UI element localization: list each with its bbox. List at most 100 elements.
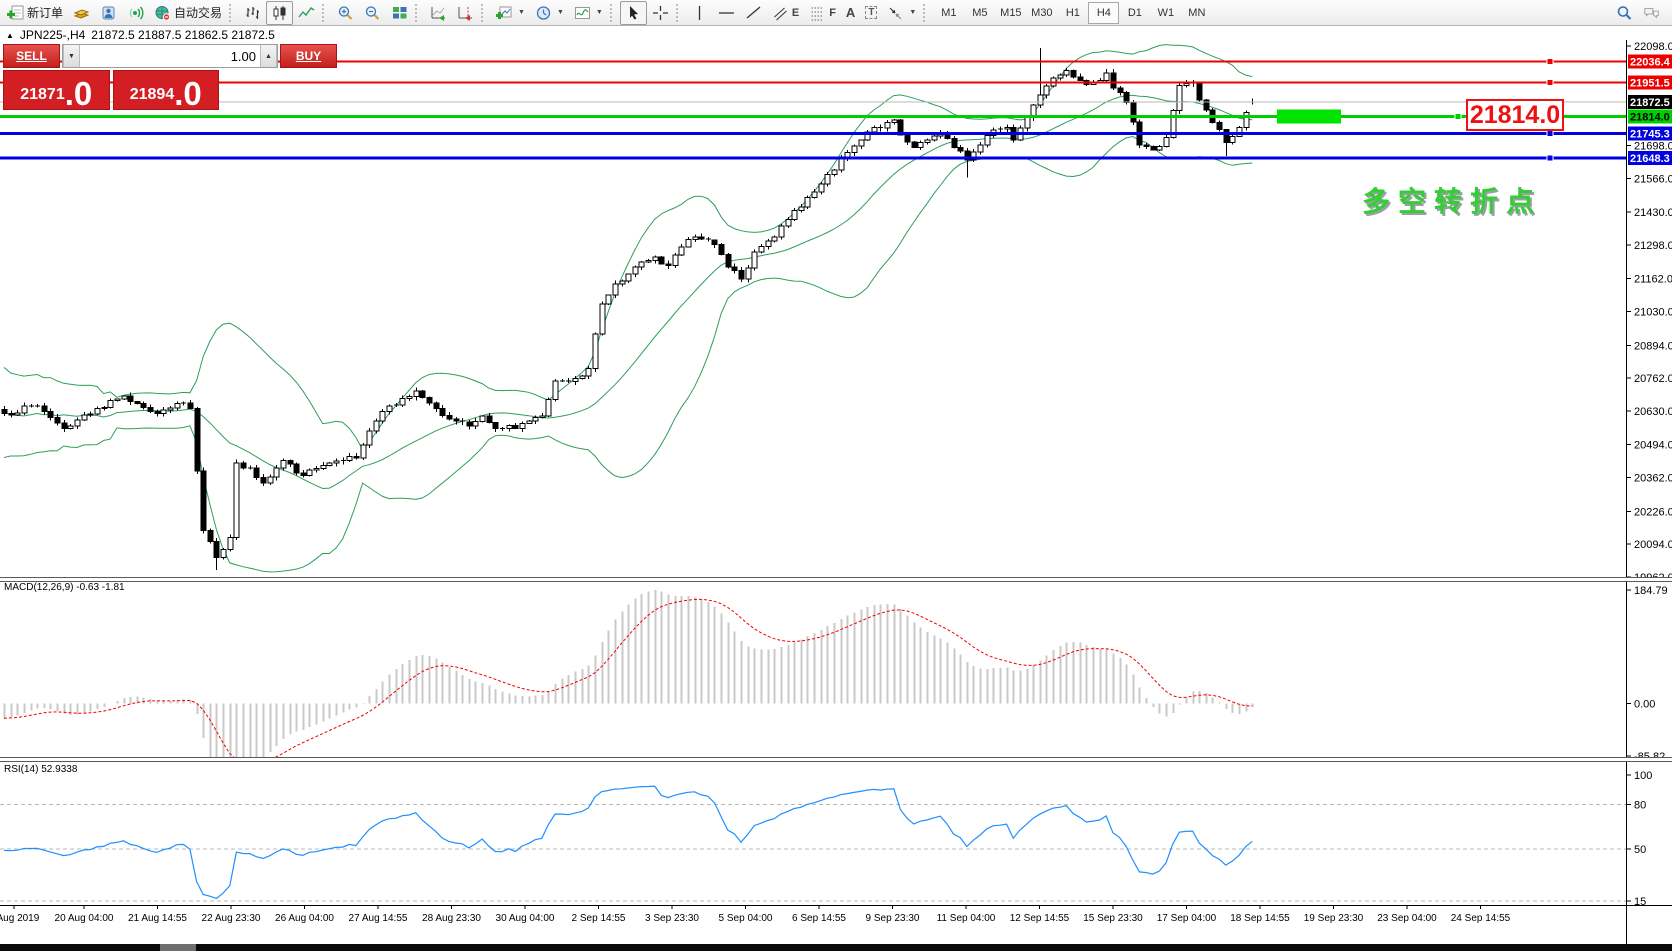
trendline-button[interactable] xyxy=(740,1,767,25)
tf-h1-button[interactable]: H1 xyxy=(1065,6,1080,19)
svg-text:80: 80 xyxy=(1634,800,1646,812)
tile-windows-button[interactable] xyxy=(386,1,413,25)
new-order-label: 新订单 xyxy=(27,6,64,20)
svg-text:5 Sep 04:00: 5 Sep 04:00 xyxy=(719,913,773,924)
new-order-icon xyxy=(7,5,24,19)
indicator-wave-icon xyxy=(574,6,590,19)
candlestick-chart-button[interactable] xyxy=(266,0,294,25)
volume-input[interactable] xyxy=(80,45,260,67)
rsi-pane[interactable]: 100 80 50 15 xyxy=(0,762,1672,905)
buy-price-frac: .0 xyxy=(174,74,202,112)
svg-text:26 Aug 04:00: 26 Aug 04:00 xyxy=(275,913,334,924)
zoom-in-icon xyxy=(338,5,353,20)
zoom-in-button[interactable] xyxy=(332,1,359,25)
buy-button[interactable]: BUY xyxy=(280,44,337,68)
svg-text:12 Sep 14:55: 12 Sep 14:55 xyxy=(1010,913,1070,924)
auto-scroll-button[interactable] xyxy=(425,1,452,25)
tf-m1-button[interactable]: M1 xyxy=(941,6,957,19)
svg-text:20362.0: 20362.0 xyxy=(1634,473,1672,485)
svg-text:0.00: 0.00 xyxy=(1634,698,1655,710)
auto-scroll-icon xyxy=(431,6,446,21)
cursor-button[interactable] xyxy=(619,0,647,25)
chat-icon[interactable] xyxy=(1643,5,1660,21)
svg-text:22098.0: 22098.0 xyxy=(1634,41,1672,53)
equidistant-channel-icon xyxy=(774,7,787,20)
signal-icon xyxy=(129,6,144,19)
volume-increase-button[interactable]: ▲ xyxy=(260,45,277,67)
pane-separator[interactable] xyxy=(0,577,1672,582)
svg-text:17 Sep 04:00: 17 Sep 04:00 xyxy=(1157,913,1217,924)
buy-price-display[interactable]: 21894 .0 xyxy=(112,70,219,112)
date-axis-labels: 8 Aug 2019 20 Aug 04:00 21 Aug 14:55 22 Aug… xyxy=(0,905,1672,944)
tf-m15-button[interactable]: M15 xyxy=(1000,6,1022,19)
svg-text:20094.0: 20094.0 xyxy=(1634,539,1672,551)
macd-histogram xyxy=(3,590,1254,757)
collapse-triangle-icon[interactable]: ▲ xyxy=(6,30,14,40)
book-button[interactable] xyxy=(68,1,95,25)
turning-point-annotation[interactable]: 多空转折点 xyxy=(1362,186,1543,217)
new-chart-button[interactable]: ▼ xyxy=(491,1,530,25)
tf-m30-button[interactable]: M30 xyxy=(1031,6,1053,19)
tf-h4-button[interactable]: H4 xyxy=(1088,1,1120,24)
equidistant-channel-button[interactable]: E xyxy=(767,1,804,25)
tf-mn-button[interactable]: MN xyxy=(1188,6,1206,19)
zoom-out-button[interactable] xyxy=(359,1,386,25)
tf-d1-button[interactable]: D1 xyxy=(1127,6,1142,19)
svg-text:30 Aug 04:00: 30 Aug 04:00 xyxy=(496,913,555,924)
macd-pane[interactable]: 184.79 0.00 -85.82 xyxy=(0,581,1672,757)
horizontal-line-button[interactable] xyxy=(713,1,740,25)
sell-button[interactable]: SELL xyxy=(3,44,60,68)
chart-shift-button[interactable] xyxy=(452,1,479,25)
price-level-lines xyxy=(0,57,1626,162)
new-order-button[interactable]: 新订单 xyxy=(2,1,68,25)
text-label-button[interactable]: T xyxy=(860,1,882,25)
svg-text:27 Aug 14:55: 27 Aug 14:55 xyxy=(349,913,408,924)
svg-text:11 Sep 04:00: 11 Sep 04:00 xyxy=(937,913,996,924)
bottom-edge-strip xyxy=(0,944,1672,951)
svg-text:-85.82: -85.82 xyxy=(1634,751,1665,757)
text-button[interactable]: A xyxy=(841,1,860,25)
signal-button[interactable] xyxy=(122,1,149,25)
svg-text:21745.3: 21745.3 xyxy=(1630,129,1670,141)
chevron-down-icon: ▼ xyxy=(518,9,525,16)
crosshair-button[interactable] xyxy=(647,1,674,25)
tile-windows-icon xyxy=(393,6,407,18)
tf-m5-button[interactable]: M5 xyxy=(972,6,988,19)
toolbar-separator xyxy=(415,3,421,22)
svg-text:6 Sep 14:55: 6 Sep 14:55 xyxy=(792,913,846,924)
sell-price-display[interactable]: 21871 .0 xyxy=(3,70,110,110)
line-chart-icon xyxy=(298,6,315,17)
date-axis[interactable]: 8 Aug 2019 20 Aug 04:00 21 Aug 14:55 22 Aug… xyxy=(0,905,1672,944)
toolbar-right-group xyxy=(1616,5,1670,21)
vertical-line-button[interactable] xyxy=(686,1,713,25)
text-label-icon: T xyxy=(865,6,878,19)
tf-w1-button[interactable]: W1 xyxy=(1157,6,1175,19)
profile-button[interactable] xyxy=(95,1,122,25)
search-icon[interactable] xyxy=(1616,5,1633,21)
horizontal-line-icon xyxy=(718,11,734,14)
price-annotation-box[interactable]: 21814.0 xyxy=(1466,99,1564,131)
indicators-button[interactable]: ▼ xyxy=(569,1,608,25)
chevron-down-icon: ▼ xyxy=(556,9,564,16)
svg-text:21162.0: 21162.0 xyxy=(1634,274,1672,286)
bar-chart-button[interactable] xyxy=(239,1,266,25)
shapes-button[interactable]: ▼ xyxy=(882,1,921,25)
line-chart-button[interactable] xyxy=(293,1,320,25)
profiles-button[interactable]: ▼ xyxy=(530,1,569,25)
volume-decrease-button[interactable]: ▼ xyxy=(63,45,80,67)
autotrading-button[interactable]: 自动交易 xyxy=(149,1,227,25)
sell-price-frac: .0 xyxy=(64,74,93,112)
chart-symbol-timeframe: JPN225-,H4 xyxy=(19,28,86,42)
svg-text:21030.0: 21030.0 xyxy=(1634,307,1672,319)
bollinger-bands xyxy=(3,44,1253,573)
svg-text:21430.0: 21430.0 xyxy=(1634,207,1672,219)
chart-title: ▲ JPN225-,H4 21872.5 21887.5 21862.5 218… xyxy=(6,28,275,42)
svg-text:21814.0: 21814.0 xyxy=(1630,112,1670,124)
svg-text:22 Aug 23:30: 22 Aug 23:30 xyxy=(202,913,261,924)
chevron-down-icon: ▼ xyxy=(595,9,603,16)
main-price-pane[interactable]: 22098.0 21698.0 21566.0 21430.0 21298.0 21162… xyxy=(0,40,1672,578)
fibonacci-button[interactable]: F xyxy=(804,1,841,25)
fibonacci-icon xyxy=(811,7,824,20)
pane-separator[interactable] xyxy=(0,757,1672,762)
